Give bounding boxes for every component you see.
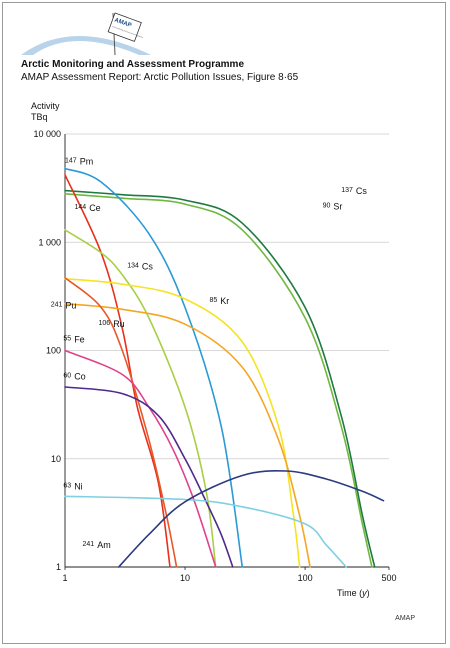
series-label-106-ru: 106 Ru xyxy=(99,319,125,329)
series-label-element: Co xyxy=(74,372,86,382)
series-label-element: Kr xyxy=(220,296,229,306)
logo-text: AMAP xyxy=(113,17,132,29)
y-tick-label: 1 000 xyxy=(38,237,61,247)
series-label-mass: 55 xyxy=(63,336,71,343)
series-label-134-cs: 134 Cs xyxy=(127,262,153,272)
series-line-134-cs xyxy=(64,229,217,568)
series-label-90-sr: 90 Sr xyxy=(323,202,343,212)
series-label-241-pu: 241 Pu xyxy=(51,300,77,310)
series-line-85-kr xyxy=(64,278,301,568)
series-label-element: Ni xyxy=(74,482,83,492)
series-label-element: Sr xyxy=(333,202,342,212)
series-label-mass: 134 xyxy=(127,263,139,270)
series-label-element: Ce xyxy=(89,203,101,213)
series-line-144-ce xyxy=(64,174,171,568)
series-line-241-am xyxy=(117,469,385,568)
series-label-element: Cs xyxy=(142,262,153,272)
series-label-mass: 241 xyxy=(51,301,63,308)
organization-name: Arctic Monitoring and Assessment Program… xyxy=(21,59,245,70)
series-line-147-pm xyxy=(64,167,244,568)
series-line-63-ni xyxy=(64,495,347,568)
x-tick-label: 100 xyxy=(298,573,313,583)
figure-frame: AMAP Arctic Monitoring and Assessment Pr… xyxy=(2,2,446,644)
y-tick-label: 10 000 xyxy=(33,129,61,139)
series-label-147-pm: 147 Pm xyxy=(65,157,93,167)
series-label-mass: 106 xyxy=(99,320,111,327)
series-label-mass: 241 xyxy=(83,541,95,548)
series-layer xyxy=(64,167,385,568)
series-label-60-co: 60 Co xyxy=(63,372,85,382)
series-label-element: Ru xyxy=(113,319,125,329)
y-tick-label: 10 xyxy=(51,454,61,464)
series-line-137-cs xyxy=(64,189,376,568)
series-label-mass: 144 xyxy=(75,204,87,211)
y-tick-label: 100 xyxy=(46,346,61,356)
series-label-85-kr: 85 Kr xyxy=(210,296,230,306)
y-tick-label: 1 xyxy=(56,562,61,572)
x-tick-label: 1 xyxy=(62,573,67,583)
series-label-137-cs: 137 Cs xyxy=(341,186,367,196)
x-axis-label-pre: Time ( xyxy=(337,588,362,598)
series-label-element: Pm xyxy=(80,157,94,167)
series-label-mass: 90 xyxy=(323,203,331,210)
amap-logo: AMAP Arctic Monitoring and Assessment Pr… xyxy=(21,12,151,56)
series-label-mass: 63 xyxy=(63,483,71,490)
series-label-element: Pu xyxy=(65,300,76,310)
series-label-241-am: 241 Am xyxy=(83,540,111,550)
series-label-63-ni: 63 Ni xyxy=(63,482,82,492)
y-axis-label: Activity xyxy=(31,101,60,111)
logo-flag: AMAP Arctic Monitoring and Assessment Pr… xyxy=(107,12,144,42)
x-axis-label-var: y xyxy=(361,588,367,598)
series-label-mass: 137 xyxy=(341,187,353,194)
x-axis-label: Time (y) xyxy=(337,588,370,598)
series-line-60-co xyxy=(64,386,234,568)
series-label-mass: 60 xyxy=(63,373,71,380)
report-reference: AMAP Assessment Report: Arctic Pollution… xyxy=(21,72,299,83)
x-axis-label-post: ) xyxy=(367,588,370,598)
series-line-90-sr xyxy=(64,193,373,568)
series-label-55-fe: 55 Fe xyxy=(63,335,84,345)
series-line-241-pu xyxy=(64,303,311,568)
series-label-element: Cs xyxy=(356,186,367,196)
series-label-element: Fe xyxy=(74,335,85,345)
x-tick-label: 10 xyxy=(180,573,190,583)
series-line-55-fe xyxy=(64,349,217,568)
logo-arc xyxy=(21,36,151,55)
y-axis-label: TBq xyxy=(31,112,48,122)
series-label-mass: 85 xyxy=(210,297,218,304)
series-label-144-ce: 144 Ce xyxy=(75,203,101,213)
x-tick-label: 500 xyxy=(381,573,396,583)
series-label-element: Am xyxy=(97,540,111,550)
footer-credit: AMAP xyxy=(395,615,415,622)
series-label-mass: 147 xyxy=(65,158,77,165)
